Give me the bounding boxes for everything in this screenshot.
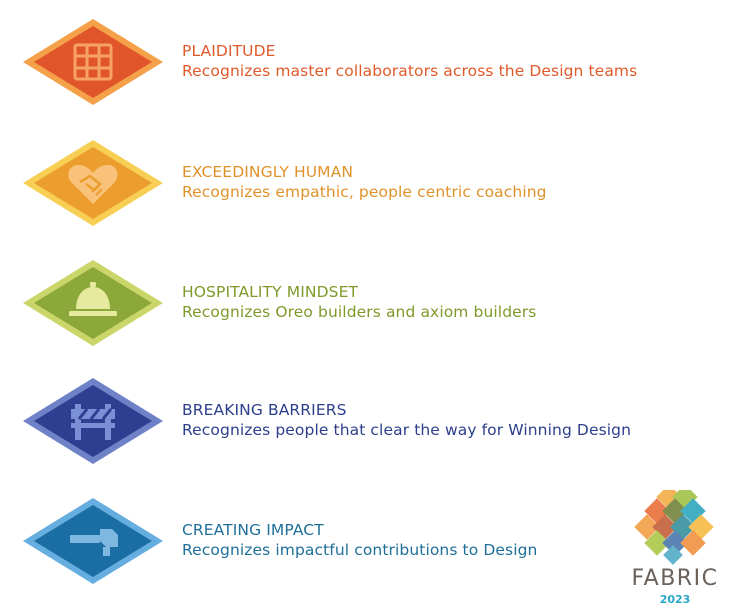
- award-title: EXCEEDINGLY HUMAN: [182, 163, 354, 181]
- creating-impact-badge: [23, 498, 163, 584]
- award-exceedingly-human: EXCEEDINGLY HUMAN Recognizes empathic, p…: [0, 138, 700, 228]
- award-hospitality-mindset: HOSPITALITY MINDSET Recognizes Oreo buil…: [0, 258, 700, 348]
- award-description: Recognizes master collaborators across t…: [182, 62, 638, 80]
- award-description: Recognizes people that clear the way for…: [182, 421, 632, 439]
- hospitality-mindset-badge: [23, 260, 163, 346]
- plaiditude-badge: [23, 19, 163, 105]
- exceedingly-human-badge: [23, 140, 163, 226]
- award-creating-impact: CREATING IMPACT Recognizes impactful con…: [0, 496, 700, 586]
- breaking-barriers-badge: [23, 378, 163, 464]
- award-title: CREATING IMPACT: [182, 521, 324, 539]
- logo-wordmark: FABRIC: [631, 566, 719, 591]
- award-breaking-barriers: BREAKING BARRIERS Recognizes people that…: [0, 376, 700, 466]
- award-plaiditude: PLAIDITUDE Recognizes master collaborato…: [0, 17, 700, 107]
- award-title: HOSPITALITY MINDSET: [182, 283, 359, 301]
- service-bell-icon: [69, 282, 117, 316]
- award-title: BREAKING BARRIERS: [182, 401, 347, 419]
- award-description: Recognizes Oreo builders and axiom build…: [182, 303, 537, 321]
- barrier-icon: [71, 404, 115, 440]
- logo-year: 2023: [659, 593, 691, 606]
- hammer-icon: [70, 529, 118, 556]
- fabric-logo: FABRIC 2023: [620, 490, 730, 610]
- award-description: Recognizes empathic, people centric coac…: [182, 183, 547, 201]
- award-title: PLAIDITUDE: [182, 42, 276, 60]
- grid-plaid-icon: [73, 43, 113, 81]
- heart-handshake-icon: [68, 164, 118, 204]
- award-description: Recognizes impactful contributions to De…: [182, 541, 538, 559]
- fabric-logo-mark: [634, 490, 714, 565]
